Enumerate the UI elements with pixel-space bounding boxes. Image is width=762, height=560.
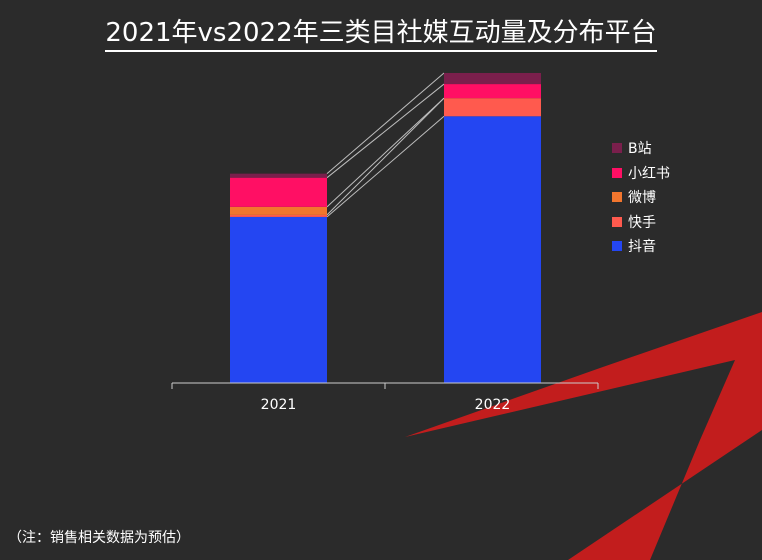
legend-item: 小红书 xyxy=(612,161,670,186)
bar-segment-2022-快手 xyxy=(444,98,541,117)
bar-segment-2021-小红书 xyxy=(230,177,327,207)
legend-item: B站 xyxy=(612,136,670,161)
bar-segment-2022-抖音 xyxy=(444,116,541,383)
stack-connectors xyxy=(326,72,445,218)
chart-title: 2021年vs2022年三类目社媒互动量及分布平台 xyxy=(0,12,762,52)
legend-label: B站 xyxy=(628,141,652,158)
legend-item: 微博 xyxy=(612,185,670,210)
connector-line xyxy=(326,97,445,216)
x-tick-label: 2021 xyxy=(261,397,297,413)
legend-swatch xyxy=(612,167,622,178)
legend-label: 微博 xyxy=(628,190,656,207)
legend-item: 抖音 xyxy=(612,234,670,259)
bar-segment-2021-微博 xyxy=(230,206,327,215)
bar-segment-2021-B站 xyxy=(230,173,327,178)
footnote: （注：销售相关数据为预估） xyxy=(8,530,190,546)
bar-segment-2021-抖音 xyxy=(230,216,327,383)
legend-label: 抖音 xyxy=(628,239,656,256)
x-tick-labels: 2021 2022 xyxy=(261,397,511,413)
bar-stacks xyxy=(230,73,541,383)
legend-swatch xyxy=(612,216,622,227)
connector-line xyxy=(326,72,445,175)
bar-segment-2022-B站 xyxy=(444,73,541,85)
legend-swatch xyxy=(612,143,622,154)
bar-segment-2021-快手 xyxy=(230,214,327,217)
decorative-red-swoosh xyxy=(405,312,762,560)
connector-line xyxy=(326,115,445,218)
legend: B站小红书微博快手抖音 xyxy=(612,136,670,259)
legend-item: 快手 xyxy=(612,210,670,235)
legend-label: 快手 xyxy=(628,214,656,231)
x-tick-label: 2022 xyxy=(475,397,511,413)
x-axis xyxy=(171,382,599,389)
legend-swatch xyxy=(612,241,622,252)
connector-line xyxy=(326,83,445,179)
bar-segment-2022-小红书 xyxy=(444,84,541,99)
connector-line xyxy=(326,97,445,208)
legend-label: 小红书 xyxy=(628,165,670,182)
legend-swatch xyxy=(612,192,622,203)
